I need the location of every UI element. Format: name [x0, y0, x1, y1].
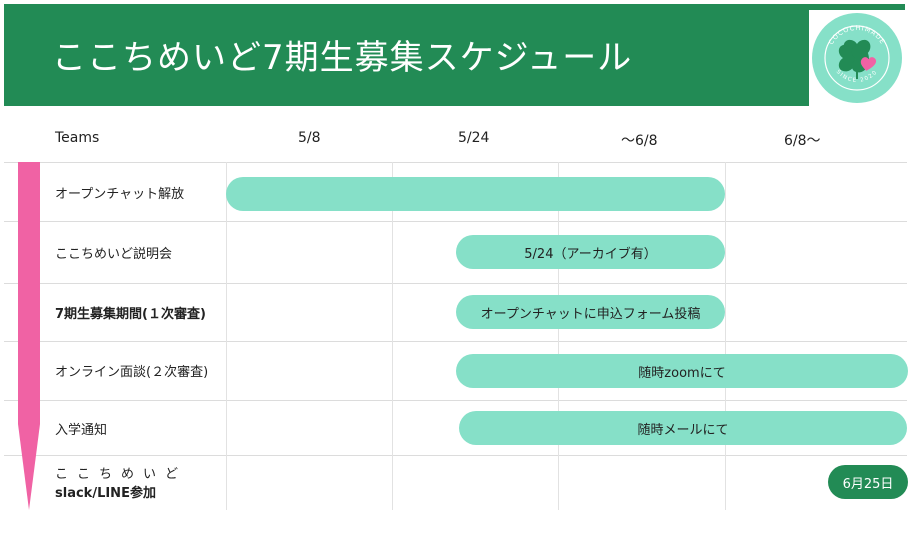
column-header-5-8: 5/8 [298, 130, 321, 146]
row-divider [4, 221, 907, 222]
column-divider [558, 162, 559, 510]
row-label-online-interview: オンライン面談(２次審査) [55, 365, 209, 380]
header-banner: ここちめいど7期生募集スケジュール COCOCHIMADE [4, 4, 905, 106]
column-divider [725, 162, 726, 510]
row-divider [4, 162, 907, 163]
bar-online-interview: 随時zoomにて [456, 354, 908, 388]
column-header-5-24: 5/24 [458, 130, 490, 146]
column-divider [392, 162, 393, 510]
row-divider [4, 400, 907, 401]
clover-heart-icon [824, 25, 890, 91]
page-title: ここちめいど7期生募集スケジュール [52, 38, 633, 78]
date-badge: 6月25日 [828, 465, 908, 499]
clover-logo: COCOCHIMADE SINCE 2020 [812, 13, 902, 103]
row-label-line2: slack/LINE参加 [55, 486, 156, 501]
row-label-line1: ここちめいど [55, 467, 188, 482]
column-divider [226, 162, 227, 510]
row-divider [4, 283, 907, 284]
row-label-open-chat: オープンチャット解放 [55, 187, 185, 202]
row-label-recruitment-period: 7期生募集期間(１次審査) [55, 307, 206, 322]
logo-frame: COCOCHIMADE SINCE 2020 [809, 10, 905, 106]
row-label-slack-line-join: ここちめいど slack/LINE参加 [55, 463, 187, 501]
row-label-briefing: ここちめいど説明会 [55, 247, 173, 262]
column-header-teams: Teams [55, 130, 100, 146]
bar-admission-notice: 随時メールにて [459, 411, 907, 445]
logo-text-top: COCOCHIMADE [827, 24, 886, 46]
logo-text-bottom: SINCE 2020 [835, 69, 878, 84]
row-label-admission-notice: 入学通知 [55, 423, 108, 438]
row-divider [4, 455, 907, 456]
bar-recruitment-period: オープンチャットに申込フォーム投稿 [456, 295, 725, 329]
svg-text:COCOCHIMADE: COCOCHIMADE [827, 24, 887, 46]
logo-text-ring: COCOCHIMADE SINCE 2020 [827, 24, 887, 84]
bar-open-chat [226, 177, 725, 211]
column-header-from-6-8: 6/8〜 [784, 133, 821, 149]
svg-text:SINCE 2020: SINCE 2020 [835, 69, 879, 84]
timeline-arrow [16, 162, 42, 510]
bar-briefing: 5/24（アーカイブ有） [456, 235, 725, 269]
column-header-until-6-8: 〜6/8 [621, 133, 658, 149]
row-divider [4, 341, 907, 342]
down-arrow-icon [18, 162, 40, 510]
